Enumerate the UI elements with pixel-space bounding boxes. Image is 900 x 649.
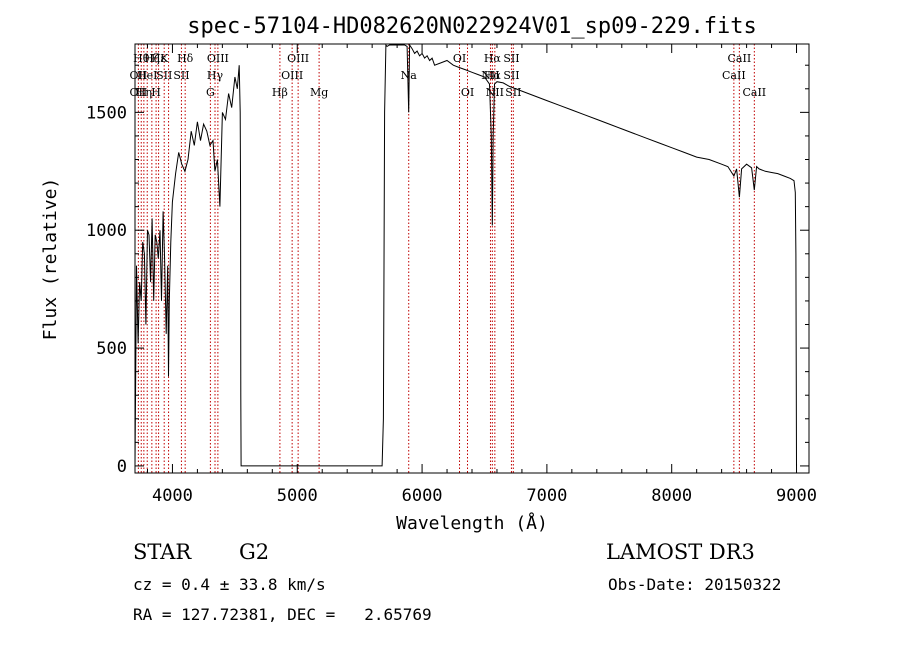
y-axis-label: Flux (relative)	[40, 178, 61, 341]
emission-line-markers	[137, 44, 755, 473]
line-marker-label: Hη	[136, 86, 152, 99]
line-marker-label: OII	[130, 69, 148, 82]
line-marker-label: OIII	[281, 69, 303, 82]
line-marker-label: SII	[503, 69, 519, 82]
x-tick-label: 4000	[152, 486, 193, 506]
line-marker-label: Hγ	[207, 69, 224, 82]
observation-date: Obs-Date: 20150322	[608, 575, 781, 594]
chart-title: spec-57104-HD082620N022924V01_sp09-229.f…	[187, 14, 757, 39]
line-marker-label: OI	[461, 86, 474, 99]
x-axis-label: Wavelength (Å)	[396, 512, 548, 534]
line-marker-label: CaII	[728, 52, 752, 65]
x-tick-label: 5000	[277, 486, 318, 506]
line-marker-label: Hθ	[133, 52, 150, 65]
coordinates: RA = 127.72381, DEC = 2.65769	[133, 605, 432, 624]
line-marker-label: OII	[130, 86, 148, 99]
object-class: STAR	[133, 540, 192, 564]
line-marker-label: SII	[503, 52, 519, 65]
line-marker-label: Hε	[151, 52, 167, 65]
line-marker-label: Hα	[484, 69, 502, 82]
plot-frame	[134, 43, 810, 474]
line-marker-label: Hδ	[177, 52, 194, 65]
line-marker-label: OI	[453, 52, 466, 65]
line-marker-label: H	[151, 86, 161, 99]
line-marker-label: SII	[173, 69, 189, 82]
x-tick-label: 7000	[526, 486, 567, 506]
line-marker-label: OIII	[287, 52, 309, 65]
line-marker-label: CaII	[742, 86, 766, 99]
line-marker-label: HeI	[137, 69, 157, 82]
redshift-cz: cz = 0.4 ± 33.8 km/s	[133, 575, 326, 594]
line-marker-label: Hα	[484, 52, 502, 65]
spectrum-series-line	[134, 43, 797, 467]
line-marker-label: Hβ	[272, 86, 288, 99]
y-tick-label: 1500	[86, 103, 127, 123]
y-tick-label: 500	[96, 339, 127, 359]
y-tick-label: 0	[117, 457, 127, 477]
line-marker-label: Mg	[310, 86, 328, 99]
y-tick-label: 1000	[86, 221, 127, 241]
object-subclass: G2	[239, 540, 269, 564]
x-tick-label: 6000	[402, 486, 443, 506]
survey-name: LAMOST DR3	[606, 540, 755, 564]
line-marker-label: K	[160, 52, 169, 65]
x-tick-label: 9000	[776, 486, 817, 506]
axes: 4000 5000 6000 7000 8000 9000 0 500 1000 1500	[86, 43, 817, 506]
line-marker-label: CaII	[722, 69, 746, 82]
line-marker-label: G	[206, 86, 215, 99]
x-tick-label: 8000	[651, 486, 692, 506]
line-marker-label: Hζ	[144, 52, 160, 65]
line-marker-label: SII	[156, 69, 172, 82]
line-marker-label: OIII	[207, 52, 229, 65]
